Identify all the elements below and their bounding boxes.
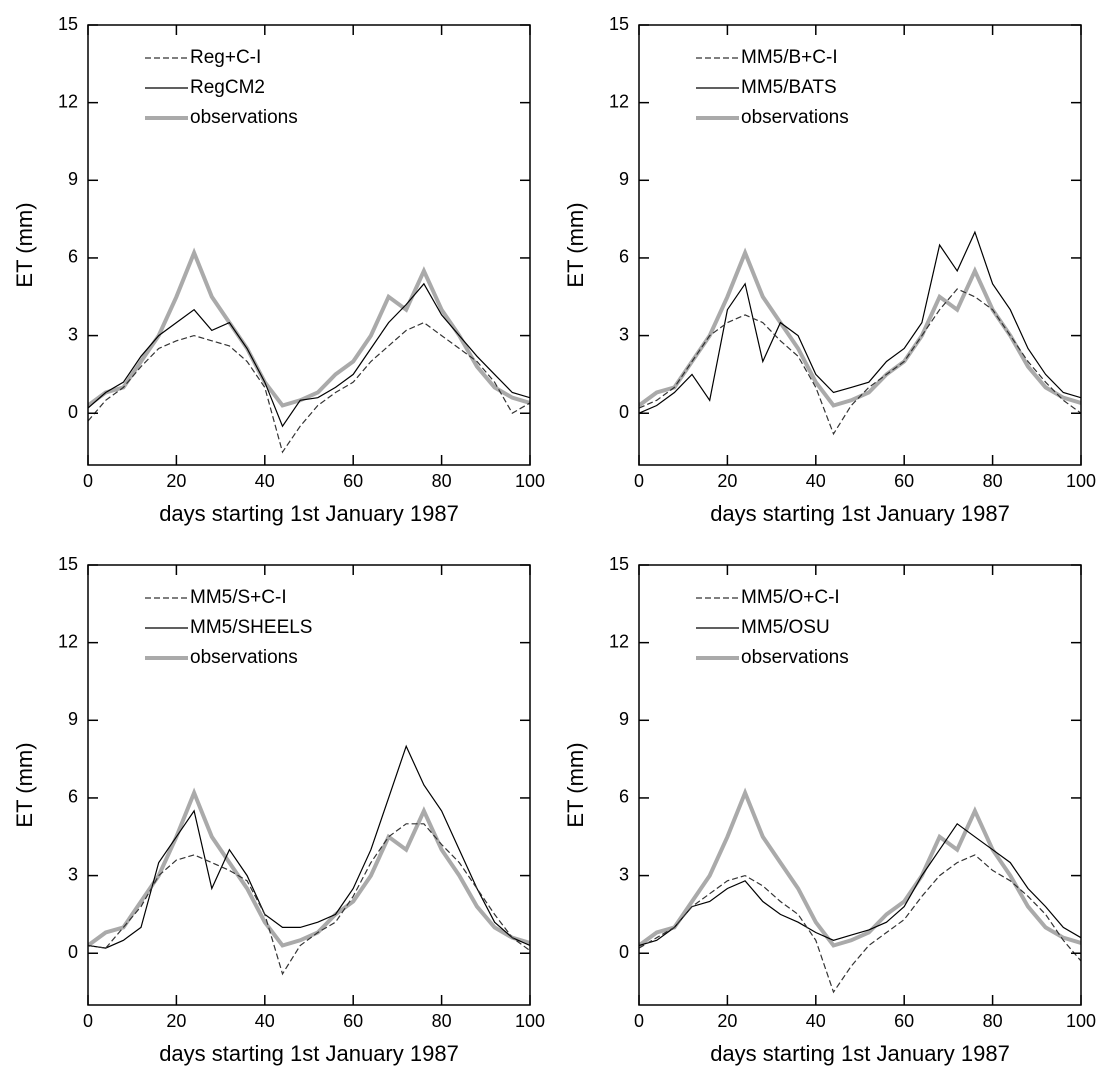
y-tick-label: 12 (609, 91, 629, 111)
legend-label: MM5/SHEELS (190, 617, 312, 638)
x-tick-label: 80 (432, 471, 452, 491)
y-tick-label: 3 (619, 324, 629, 344)
plot-frame (87, 24, 531, 466)
series-line (88, 282, 530, 428)
y-tick-label: 15 (609, 554, 629, 574)
y-tick-label: 6 (68, 787, 78, 807)
y-tick-label: 15 (58, 554, 78, 574)
x-tick-label: 100 (1066, 1011, 1096, 1031)
x-tick-label: 40 (255, 1011, 275, 1031)
y-tick-label: 15 (609, 14, 629, 34)
legend-label: observations (741, 107, 849, 128)
y-tick-label: 12 (58, 631, 78, 651)
x-tick-label: 80 (432, 1011, 452, 1031)
y-tick-label: 0 (68, 942, 78, 962)
legend-label: observations (190, 107, 298, 128)
y-tick-label: 6 (619, 787, 629, 807)
x-tick-label: 0 (83, 1011, 93, 1031)
x-axis-label: days starting 1st January 1987 (710, 1041, 1010, 1066)
series-line (639, 822, 1081, 947)
legend-label: MM5/B+C-I (741, 47, 838, 68)
x-tick-label: 20 (166, 471, 186, 491)
legend-label: MM5/OSU (741, 617, 830, 638)
x-tick-label: 80 (983, 1011, 1003, 1031)
plot-frame (638, 24, 1082, 466)
x-tick-label: 40 (255, 471, 275, 491)
y-tick-label: 6 (619, 247, 629, 267)
x-tick-label: 20 (717, 471, 737, 491)
x-tick-label: 40 (806, 1011, 826, 1031)
series-line (88, 744, 530, 949)
legend-label: observations (741, 647, 849, 668)
legend-label: observations (190, 647, 298, 668)
plot-frame (638, 564, 1082, 1006)
y-tick-label: 6 (68, 247, 78, 267)
x-tick-label: 0 (634, 1011, 644, 1031)
x-tick-label: 60 (343, 471, 363, 491)
x-tick-label: 60 (343, 1011, 363, 1031)
series-line (88, 247, 530, 408)
y-tick-label: 3 (68, 324, 78, 344)
series-line (639, 787, 1081, 948)
series-line (639, 288, 1081, 436)
y-tick-label: 9 (68, 169, 78, 189)
x-tick-label: 60 (894, 471, 914, 491)
x-tick-label: 40 (806, 471, 826, 491)
y-axis-label: ET (mm) (563, 742, 588, 827)
x-tick-label: 80 (983, 471, 1003, 491)
y-axis-label: ET (mm) (563, 202, 588, 287)
x-tick-label: 20 (166, 1011, 186, 1031)
y-tick-label: 0 (619, 402, 629, 422)
panel: observations RegCM2 Reg+C-I 0 20 40 60 80 100 0 3 6… (12, 14, 545, 526)
legend-label: MM5/BATS (741, 77, 837, 98)
series-line (639, 854, 1081, 994)
x-tick-label: 100 (515, 1011, 545, 1031)
x-tick-label: 100 (1066, 471, 1096, 491)
series-line (639, 247, 1081, 408)
x-axis-label: days starting 1st January 1987 (159, 1041, 459, 1066)
series-line (88, 787, 530, 948)
x-tick-label: 100 (515, 471, 545, 491)
x-tick-label: 60 (894, 1011, 914, 1031)
x-tick-label: 20 (717, 1011, 737, 1031)
series-line (639, 230, 1081, 414)
y-tick-label: 9 (619, 169, 629, 189)
y-tick-label: 9 (619, 709, 629, 729)
y-tick-label: 12 (609, 631, 629, 651)
y-tick-label: 12 (58, 91, 78, 111)
x-tick-label: 0 (83, 471, 93, 491)
series-line (88, 321, 530, 454)
legend-label: Reg+C-I (190, 47, 261, 68)
legend-label: MM5/S+C-I (190, 587, 287, 608)
legend-label: RegCM2 (190, 77, 265, 98)
x-axis-label: days starting 1st January 1987 (159, 501, 459, 526)
y-tick-label: 9 (68, 709, 78, 729)
y-tick-label: 3 (68, 864, 78, 884)
y-axis-label: ET (mm) (12, 202, 37, 287)
y-tick-label: 0 (619, 942, 629, 962)
y-tick-label: 15 (58, 14, 78, 34)
plot-frame (87, 564, 531, 1006)
series-line (88, 823, 530, 976)
y-tick-label: 0 (68, 402, 78, 422)
legend-label: MM5/O+C-I (741, 587, 840, 608)
y-axis-label: ET (mm) (12, 742, 37, 827)
x-tick-label: 0 (634, 471, 644, 491)
x-axis-label: days starting 1st January 1987 (710, 501, 1010, 526)
y-tick-label: 3 (619, 864, 629, 884)
